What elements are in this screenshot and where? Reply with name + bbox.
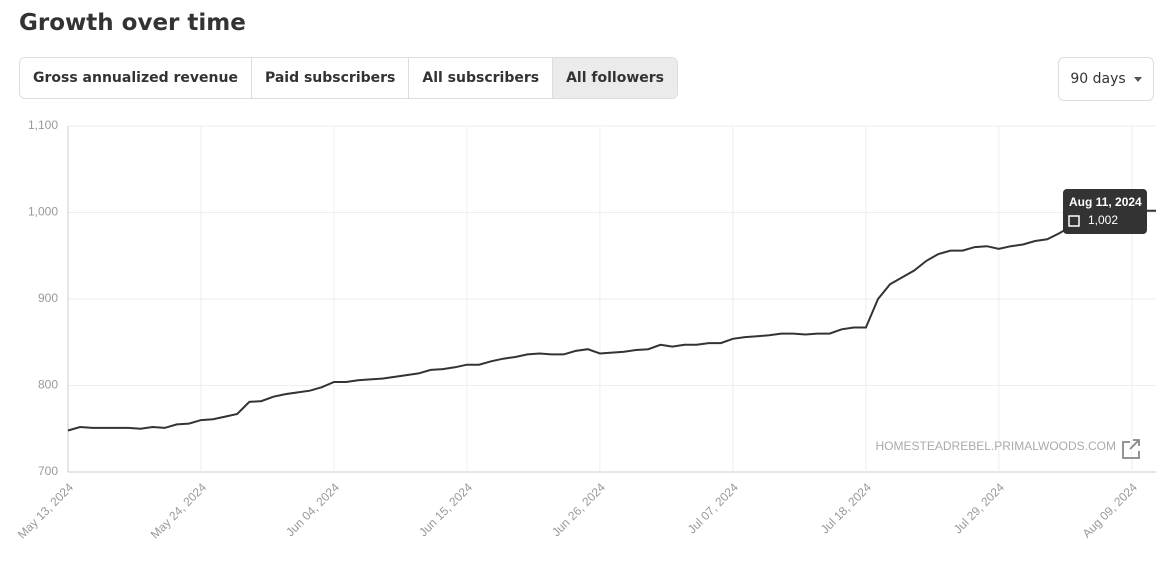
- metric-tab[interactable]: Gross annualized revenue: [20, 58, 252, 98]
- tooltip-value: 1,002: [1088, 213, 1118, 227]
- page-title: Growth over time: [19, 10, 246, 36]
- data-line: [67, 209, 1156, 432]
- x-tick-label: Jun 26, 2024: [549, 480, 608, 539]
- icon-box: [1122, 441, 1140, 459]
- metric-tab[interactable]: All subscribers: [409, 58, 554, 98]
- tooltip-date: Aug 11, 2024: [1069, 195, 1142, 209]
- y-tick-label: 1,100: [28, 118, 58, 132]
- icon-arrow: [1129, 439, 1140, 450]
- x-tick-label: Jul 29, 2024: [951, 480, 1007, 536]
- tooltip-swatch: [1068, 215, 1080, 227]
- metric-tabs: Gross annualized revenue Paid subscribers…: [19, 57, 678, 99]
- caret-icon: [1133, 76, 1142, 82]
- y-tick-label: 800: [38, 378, 58, 392]
- y-tick-label: 900: [38, 291, 58, 305]
- x-tick-label: Jul 18, 2024: [818, 480, 874, 536]
- watermark: HOMESTEADREBEL.PRIMALWOODS.COM: [876, 439, 1116, 453]
- external-link-icon[interactable]: [1122, 439, 1140, 459]
- y-tick-label: 1,000: [28, 205, 58, 219]
- tooltip: Aug 11, 2024 1,002: [1063, 189, 1147, 234]
- metric-tab[interactable]: All followers: [553, 58, 677, 98]
- x-tick-label: May 13, 2024: [15, 480, 77, 542]
- x-tick-label: May 24, 2024: [148, 480, 210, 542]
- tooltip-bg: [1063, 189, 1147, 234]
- range-select[interactable]: 90 days: [1058, 57, 1154, 101]
- x-tick-label: Aug 09, 2024: [1080, 480, 1141, 541]
- range-label: 90 days: [1070, 71, 1126, 87]
- metric-tab[interactable]: Paid subscribers: [251, 58, 410, 98]
- x-tick-label: Jun 04, 2024: [283, 480, 342, 539]
- x-tick-label: Jul 07, 2024: [685, 480, 741, 536]
- y-tick-label: 700: [38, 464, 58, 478]
- x-tick-label: Jun 15, 2024: [416, 480, 475, 539]
